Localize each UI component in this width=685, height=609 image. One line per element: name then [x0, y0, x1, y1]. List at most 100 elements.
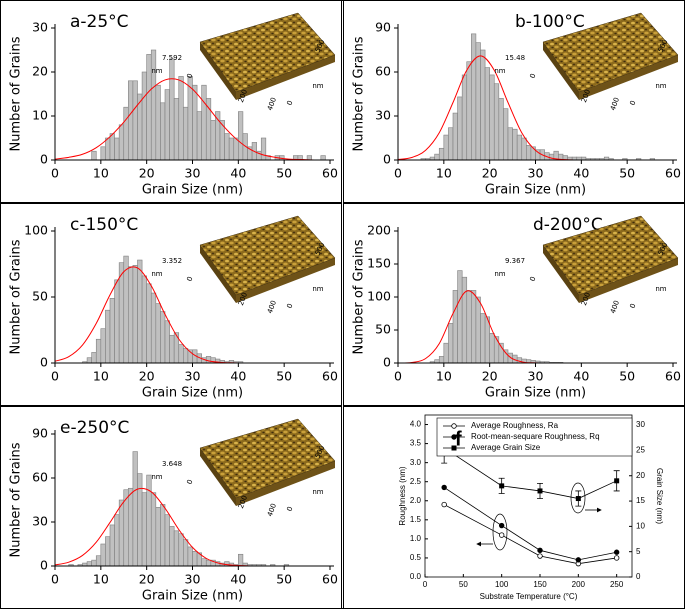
- bar: [457, 96, 463, 161]
- afm-side: [236, 258, 335, 303]
- bar: [155, 303, 161, 364]
- y-tick-label: 200: [367, 223, 391, 238]
- x-tick-label: 10: [93, 166, 109, 181]
- legend-label: Average Grain Size: [471, 443, 541, 452]
- bar: [192, 84, 198, 161]
- data-point: [613, 549, 620, 555]
- bar: [183, 348, 189, 364]
- afm-side: [236, 55, 335, 100]
- y2-tick-label: 30: [636, 420, 645, 429]
- bar: [205, 356, 212, 364]
- bar: [260, 137, 267, 161]
- inset-label: 0: [185, 276, 194, 283]
- x-tick-label: 30: [528, 166, 544, 181]
- bar: [233, 137, 239, 161]
- x-axis-label: Grain Size (nm): [485, 386, 586, 401]
- bar: [105, 536, 111, 567]
- x-tick-label: 0: [51, 572, 59, 587]
- bar: [160, 102, 166, 161]
- x-tick-label: 100: [495, 580, 509, 589]
- y-tick-label: 100: [367, 289, 391, 304]
- bar: [169, 58, 175, 161]
- y-tick-label: 1.0: [410, 534, 422, 543]
- inset-label: 0: [285, 506, 294, 513]
- x-tick-label: 30: [528, 369, 544, 384]
- y-tick-label: 20: [32, 64, 48, 79]
- x-tick-label: 40: [573, 369, 589, 384]
- y2-tick-label: 25: [636, 446, 645, 455]
- bar: [86, 357, 92, 364]
- afm-side: [543, 245, 579, 303]
- inset-label: 0: [628, 100, 637, 107]
- panel: d-200°C 0 50 100 150 200 0 10 20 30 40 50 60 Number o…: [343, 203, 685, 406]
- x-tick-label: 30: [185, 369, 201, 384]
- y-tick-label: 3.5: [410, 439, 422, 448]
- inset-label: 400: [266, 299, 278, 314]
- bar: [132, 80, 138, 161]
- bar: [512, 128, 518, 161]
- bar: [109, 133, 115, 161]
- x-tick-label: 50: [459, 580, 468, 589]
- bar: [489, 74, 495, 161]
- panel-border: [0, 0, 342, 203]
- x-tick-label: 60: [322, 572, 338, 587]
- y-tick-label: 0: [40, 152, 48, 167]
- bar: [173, 98, 180, 161]
- inset-label: nm: [494, 270, 505, 278]
- bar: [128, 487, 134, 567]
- bar: [169, 526, 175, 567]
- inset-label: 3.352: [162, 257, 182, 265]
- y-tick-label: 2.0: [410, 496, 422, 505]
- x-tick-label: 10: [93, 572, 109, 587]
- x-tick-label: 0: [394, 166, 402, 181]
- inset-label: nm: [655, 285, 666, 293]
- bar: [461, 74, 468, 161]
- afm-side: [200, 448, 236, 506]
- panel-annotation: f: [455, 428, 462, 450]
- bar: [434, 153, 440, 161]
- bar: [526, 145, 532, 161]
- x-axis-label: Grain Size (nm): [142, 386, 243, 401]
- inset-label: 0: [528, 73, 537, 80]
- inset-label: nm: [312, 82, 323, 90]
- bar: [105, 137, 111, 161]
- bar: [123, 106, 129, 161]
- afm-image: [199, 12, 336, 93]
- afm-image: [199, 418, 336, 499]
- bar: [164, 89, 170, 161]
- bar: [118, 499, 125, 567]
- panel-title: a-25°C: [70, 12, 129, 32]
- bar: [484, 67, 490, 161]
- afm-image: [199, 215, 336, 296]
- x-tick-label: 50: [276, 369, 292, 384]
- y-tick-label: 0: [383, 152, 391, 167]
- x-axis-label: Grain Size (nm): [142, 183, 243, 198]
- highlight-ellipse: [492, 513, 508, 551]
- bar: [461, 276, 468, 364]
- panel-title: d-200°C: [533, 215, 603, 235]
- x-tick-label: 30: [185, 166, 201, 181]
- y2-tick-label: 20: [636, 471, 645, 480]
- inset-label: 0: [628, 303, 637, 310]
- panel-title: c-150°C: [70, 215, 138, 235]
- bar: [141, 71, 147, 161]
- bar: [118, 124, 125, 161]
- bar: [475, 42, 481, 161]
- bar: [503, 349, 509, 364]
- bar: [224, 561, 230, 567]
- bar: [86, 561, 92, 567]
- inset-label: nm: [151, 473, 162, 481]
- y-tick-label: 4.0: [410, 420, 422, 429]
- inset-label: 7.592: [162, 54, 182, 62]
- x-tick-label: 50: [276, 166, 292, 181]
- inset-label: nm: [312, 488, 323, 496]
- x-tick-label: 10: [436, 369, 452, 384]
- legend-marker: [451, 423, 457, 429]
- panel-title: b-100°C: [515, 12, 585, 32]
- y2-tick-label: 5: [636, 547, 641, 556]
- bar: [187, 546, 193, 567]
- inset-label: 0: [185, 73, 194, 80]
- bar: [448, 323, 454, 364]
- bar: [91, 352, 97, 364]
- bar: [132, 451, 138, 567]
